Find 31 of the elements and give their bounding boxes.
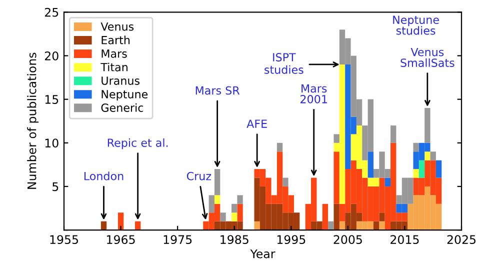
annotation: AFE xyxy=(246,120,267,128)
y-tick-label: 10 xyxy=(45,138,58,148)
legend-label: Generic xyxy=(101,103,144,112)
y-tick-label: 15 xyxy=(45,95,58,104)
x-tick-label: 1975 xyxy=(164,235,192,244)
x-tick-label: 1955 xyxy=(50,235,78,244)
annotation: Neptune studies xyxy=(393,16,439,35)
x-tick-label: 1985 xyxy=(220,235,248,244)
legend-label: Neptune xyxy=(102,90,148,101)
annotation: Mars 2001 xyxy=(300,84,327,104)
annotation: Cruz xyxy=(186,172,212,180)
y-tick-label: 20 xyxy=(44,51,58,60)
x-tick-label: 1965 xyxy=(107,235,135,244)
y-tick-label: 5 xyxy=(52,182,58,192)
legend-label: Mars xyxy=(102,50,127,58)
annotation: Mars SR xyxy=(196,86,240,95)
x-tick-label: 2015 xyxy=(390,235,419,244)
legend-label: Titan xyxy=(100,62,128,72)
legend-label: Venus xyxy=(100,22,134,31)
annotation: Venus SmallSats xyxy=(400,48,454,67)
annotation: London xyxy=(84,172,124,180)
x-tick-label: 2005 xyxy=(334,235,362,244)
x-tick-label: 2025 xyxy=(447,235,476,244)
y-tick-label: 25 xyxy=(44,8,58,17)
legend-label: Earth xyxy=(102,36,130,44)
annotation: Repic et al. xyxy=(108,138,168,150)
y-axis-title: Number of publications xyxy=(27,52,39,189)
x-tick-label: 1995 xyxy=(277,235,306,244)
legend-label: Uranus xyxy=(102,76,140,85)
annotation: ISPT studies xyxy=(264,53,304,74)
x-axis-title: Year xyxy=(250,249,276,258)
